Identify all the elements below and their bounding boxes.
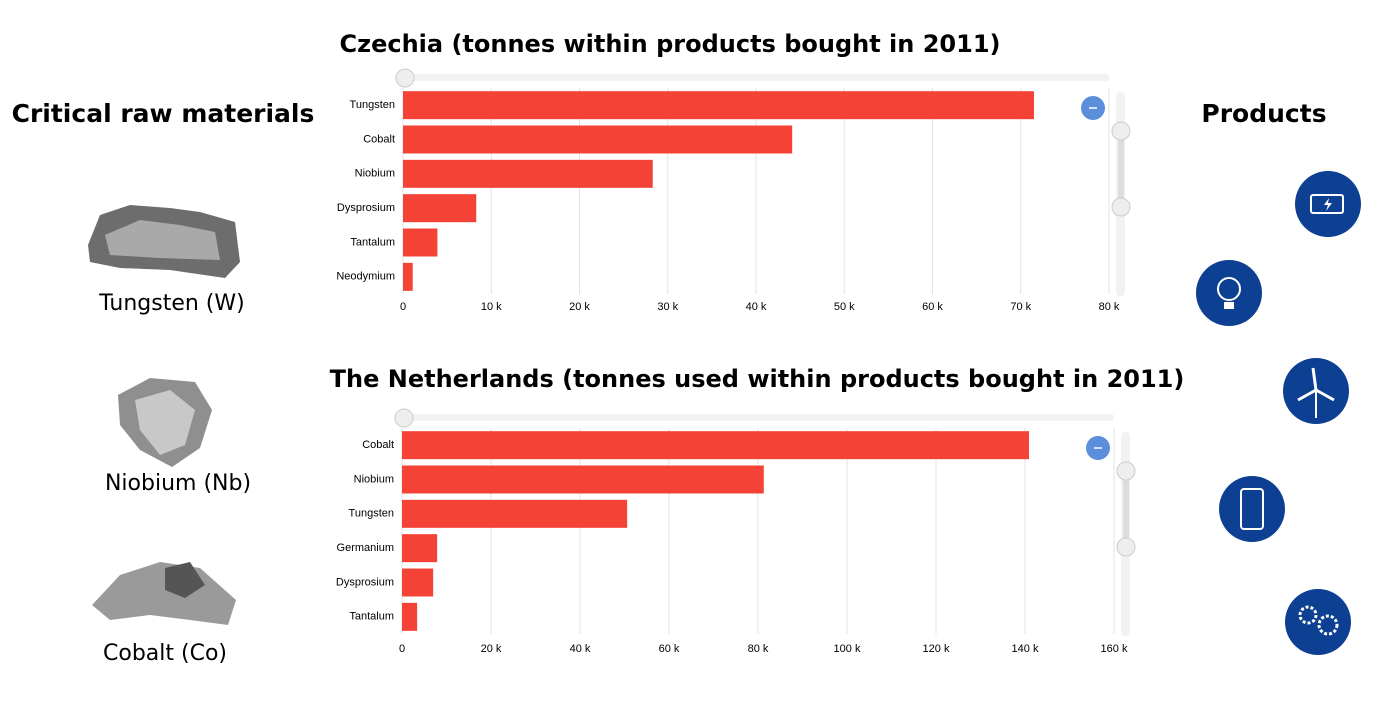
x-tick-label: 70 k: [1010, 301, 1031, 313]
product-icon: [1219, 476, 1285, 542]
y-tick-label: Tantalum: [349, 611, 394, 623]
mineral-label: Niobium (Nb): [105, 471, 251, 496]
bar: [403, 228, 438, 257]
bar: [402, 499, 628, 528]
chart-title: Czechia (tonnes within products bought i…: [340, 30, 1001, 58]
x-tick-label: 120 k: [923, 643, 950, 655]
y-tick-label: Niobium: [355, 168, 395, 180]
x-tick-label: 10 k: [481, 301, 502, 313]
chart-title: The Netherlands (tonnes used within prod…: [330, 365, 1185, 393]
x-tick-label: 140 k: [1012, 643, 1039, 655]
scroll-handle: [1111, 121, 1131, 141]
y-tick-label: Cobalt: [363, 133, 395, 145]
y-tick-label: Germanium: [337, 542, 394, 554]
product-icon: [1196, 260, 1262, 326]
scrollbar: [394, 414, 1114, 421]
x-tick-label: 20 k: [569, 301, 590, 313]
y-tick-label: Dysprosium: [336, 576, 394, 588]
mineral-label: Cobalt (Co): [103, 641, 227, 666]
right-heading: Products: [1201, 99, 1326, 128]
scroll-handle: [394, 408, 414, 428]
x-tick-label: 80 k: [1099, 301, 1120, 313]
y-tick-label: Tungsten: [350, 99, 395, 111]
scroll-handle: [1116, 537, 1136, 557]
x-tick-label: 50 k: [834, 301, 855, 313]
scroll-handle: [1111, 197, 1131, 217]
product-icon: [1295, 171, 1361, 237]
bar: [403, 262, 413, 291]
x-tick-label: 40 k: [746, 301, 767, 313]
bar: [402, 568, 434, 597]
mineral-image: [88, 205, 240, 278]
x-tick-label: 40 k: [570, 643, 591, 655]
x-tick-label: 0: [400, 301, 406, 313]
x-tick-label: 60 k: [659, 643, 680, 655]
y-tick-label: Neodymium: [336, 271, 395, 283]
bar: [403, 125, 793, 154]
bar: [403, 194, 477, 223]
scrollbar: [395, 74, 1109, 81]
y-tick-label: Dysprosium: [337, 202, 395, 214]
scroll-range: [1118, 131, 1124, 207]
x-tick-label: 60 k: [922, 301, 943, 313]
x-tick-label: 80 k: [748, 643, 769, 655]
x-tick-label: 20 k: [481, 643, 502, 655]
bar: [402, 465, 764, 494]
x-tick-label: 100 k: [834, 643, 861, 655]
y-tick-label: Niobium: [354, 473, 394, 485]
left-heading: Critical raw materials: [12, 99, 315, 128]
y-tick-label: Cobalt: [362, 439, 394, 451]
bar: [402, 602, 418, 631]
product-icon: [1285, 589, 1351, 655]
x-tick-label: 30 k: [657, 301, 678, 313]
y-tick-label: Tungsten: [349, 508, 394, 520]
x-tick-label: 160 k: [1101, 643, 1128, 655]
bar: [402, 431, 1030, 460]
bar: [402, 534, 438, 563]
x-tick-label: 0: [399, 643, 405, 655]
bar: [403, 159, 653, 188]
y-tick-label: Tantalum: [350, 236, 395, 248]
bar: [403, 91, 1034, 120]
scroll-handle: [395, 68, 415, 88]
mineral-image: [92, 562, 236, 625]
mineral-image: [118, 378, 212, 467]
mineral-label: Tungsten (W): [98, 291, 244, 316]
scroll-handle: [1116, 461, 1136, 481]
scroll-range: [1123, 471, 1129, 547]
product-icon: [1283, 358, 1349, 424]
